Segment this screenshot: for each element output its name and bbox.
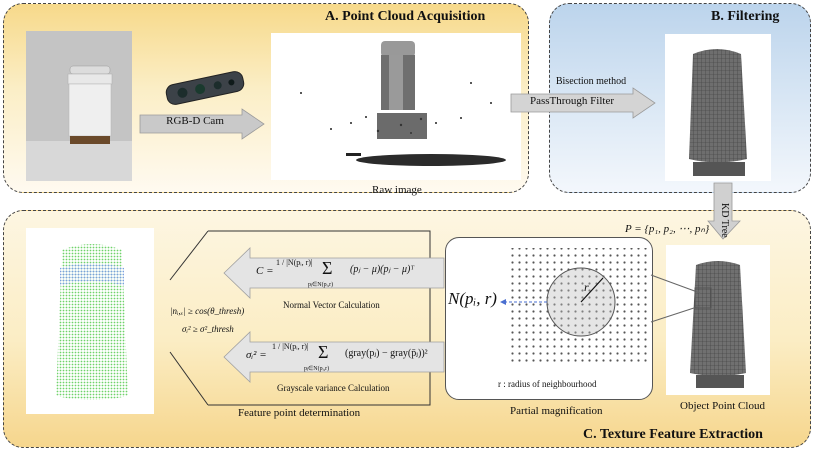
partial-magnification: r r : radius of neighbourhood [445,237,653,400]
normal-vector-arrow [223,247,445,299]
rgbd-cam-label: RGB-D Cam [166,115,224,127]
normal-condition: |nᵢ,ₓ| ≥ cos(θ_thresh) [170,306,245,316]
radius-symbol: r [584,280,589,294]
point-set-formula: P = {p₁, p₂, ⋯, pₙ} [625,223,710,235]
cup-photo [26,31,132,181]
radius-note: r : radius of neighbourhood [498,379,597,389]
kd-tree-arrow [707,182,741,240]
panel-a-title: A. Point Cloud Acquisition [325,9,486,24]
normal-vector-caption: Normal Vector Calculation [283,300,380,310]
raw-point-cloud-drawing [300,41,506,166]
normal-formula-sum: Σ [322,258,333,278]
gray-formula-sub: pⱼ∈N(pᵢ,r) [304,366,330,372]
gray-formula-body: (gray(pⱼ) − gray(p̄ⱼ))² [345,348,428,359]
filtered-cup-drawing [689,49,747,176]
normal-formula-fraction: 1 / |N(pᵢ, r)| [276,258,313,267]
cup-photo-drawing [26,31,132,181]
object-point-cloud [666,245,770,395]
normal-formula-sub: pⱼ∈N(pᵢ,r) [308,282,334,288]
feature-point-caption: Feature point determination [238,407,361,419]
gray-formula-lhs: σᵢ² = [246,349,267,361]
normal-formula-lhs: C = [256,265,274,277]
object-point-cloud-caption: Object Point Cloud [680,400,765,412]
rgbd-camera-icon [165,71,245,105]
panel-b-title: B. Filtering [711,9,780,24]
variance-condition: σᵢ² ≥ σ²_thresh [182,324,234,334]
grayscale-variance-caption: Grayscale variance Calculation [277,383,390,393]
normal-formula-body: (pⱼ − μ)(pⱼ − μ)ᵀ [350,264,415,275]
grayscale-variance-arrow [223,331,445,383]
passthrough-filter-arrow [510,87,656,119]
filtered-point-cloud [665,34,771,181]
partial-magnification-caption: Partial magnification [510,405,603,417]
bisection-method-label: Bisection method [555,76,627,87]
panel-c-title: C. Texture Feature Extraction [583,427,763,442]
gray-formula-fraction: 1 / |N(pᵢ, r)| [272,342,309,351]
magnified-point-cloud-drawing [500,248,648,366]
raw-image-caption: Raw image [372,184,422,196]
gray-formula-sum: Σ [318,342,329,362]
feature-point-cloud [26,228,154,414]
rgbd-cam-arrow [139,108,265,140]
feature-cup-drawing [56,244,128,400]
passthrough-filter-label: PassThrough Filter [529,95,615,107]
raw-image [271,33,521,180]
object-cup-drawing [690,261,746,388]
neighbourhood-label: N(pᵢ, r) [448,289,497,308]
